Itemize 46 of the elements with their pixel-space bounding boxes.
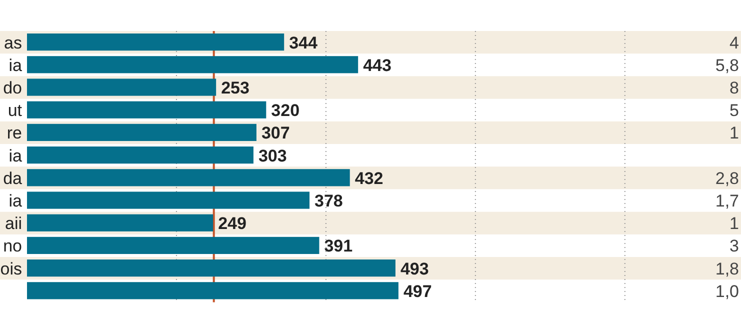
data-label: 391 xyxy=(324,236,353,256)
bar xyxy=(27,101,266,118)
data-label: 443 xyxy=(363,56,392,75)
y-tick-label: ia xyxy=(8,146,23,166)
y-tick-label: re xyxy=(6,124,22,143)
bar xyxy=(27,260,396,277)
bar xyxy=(27,192,310,209)
data-label: 320 xyxy=(271,101,300,120)
annotation: 8 xyxy=(730,78,739,98)
y-tick-label: as xyxy=(4,33,22,52)
bar xyxy=(27,34,284,51)
annotation: 5,8 xyxy=(715,56,739,75)
bar xyxy=(27,169,350,186)
bar xyxy=(27,124,256,141)
y-tick-label: do xyxy=(3,78,22,98)
data-label: 249 xyxy=(218,214,246,234)
bar xyxy=(27,78,216,96)
data-label: 432 xyxy=(354,168,384,188)
data-label: 303 xyxy=(258,146,287,166)
annotation: 5 xyxy=(730,101,739,120)
annotation: 1,0 xyxy=(715,282,739,301)
annotation: 1,8 xyxy=(715,259,739,278)
annotation: 1,7 xyxy=(715,192,739,210)
data-label: 497 xyxy=(403,282,432,301)
y-tick-label: ois xyxy=(0,259,22,278)
y-tick-label: aii xyxy=(4,214,22,234)
bar xyxy=(27,214,214,232)
y-tick-label: da xyxy=(3,168,23,188)
data-label: 344 xyxy=(289,33,318,52)
annotation: 2,8 xyxy=(715,168,739,188)
annotation: 1 xyxy=(730,124,739,143)
data-label: 493 xyxy=(400,259,429,278)
annotation: 4 xyxy=(730,33,739,52)
y-tick-label: ut xyxy=(8,101,22,120)
annotation: 3 xyxy=(730,236,739,256)
y-tick-label: no xyxy=(3,236,22,256)
y-tick-label: ia xyxy=(8,192,23,210)
data-label: 307 xyxy=(261,124,290,143)
bar xyxy=(27,146,254,164)
bar xyxy=(27,236,320,254)
bar xyxy=(27,282,398,300)
data-label: 378 xyxy=(314,192,343,210)
bar xyxy=(27,56,358,74)
y-tick-label: ia xyxy=(8,56,23,75)
annotation: 1 xyxy=(730,214,739,234)
data-label: 253 xyxy=(221,78,250,98)
